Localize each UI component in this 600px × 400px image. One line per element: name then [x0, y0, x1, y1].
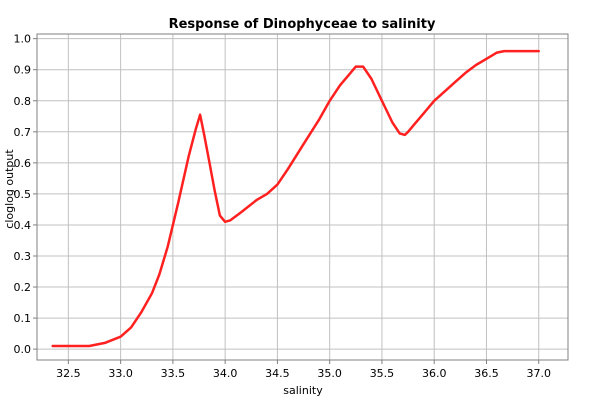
y-tick-label: 0.8: [14, 95, 32, 108]
x-tick-label: 37.0: [526, 367, 551, 380]
y-axis-label: cloglog output: [3, 149, 16, 229]
x-axis-label: salinity: [283, 384, 323, 397]
series-layer: [51, 49, 540, 348]
y-tick-label: 1.0: [14, 33, 32, 46]
chart-title: Response of Dinophyceae to salinity: [169, 17, 436, 32]
y-ticks-layer: 0.0 0.1 0.2 0.3 0.4 0.5 0.6 0.7 0.8 0.9 1.0: [14, 33, 37, 356]
x-tick-label: 33.0: [108, 367, 133, 380]
x-tick-label: 32.5: [56, 367, 81, 380]
y-tick-label: 0.7: [14, 126, 32, 139]
y-tick-label: 0.3: [14, 250, 32, 263]
axes-layer: [36, 33, 569, 361]
x-tick-label: 34.0: [213, 367, 238, 380]
x-tick-label: 36.5: [474, 367, 499, 380]
plot-frame: [36, 33, 569, 361]
y-tick-label: 0.2: [14, 281, 32, 294]
y-tick-label: 0.4: [14, 219, 32, 232]
x-tick-label: 35.5: [370, 367, 395, 380]
y-tick-label: 0.9: [14, 64, 32, 77]
y-tick-label: 0.6: [14, 157, 32, 170]
y-tick-label: 0.0: [14, 343, 32, 356]
grid-layer: [37, 34, 568, 360]
series-line: [51, 49, 540, 348]
x-tick-label: 34.5: [265, 367, 290, 380]
x-tick-label: 36.0: [422, 367, 447, 380]
y-tick-label: 0.1: [14, 312, 32, 325]
x-tick-label: 33.5: [161, 367, 186, 380]
x-ticks-layer: 32.5 33.0 33.5 34.0 34.5 35.0 35.5 36.0 36.5 37.0: [56, 360, 551, 380]
x-tick-label: 35.0: [317, 367, 342, 380]
y-tick-label: 0.5: [14, 188, 32, 201]
